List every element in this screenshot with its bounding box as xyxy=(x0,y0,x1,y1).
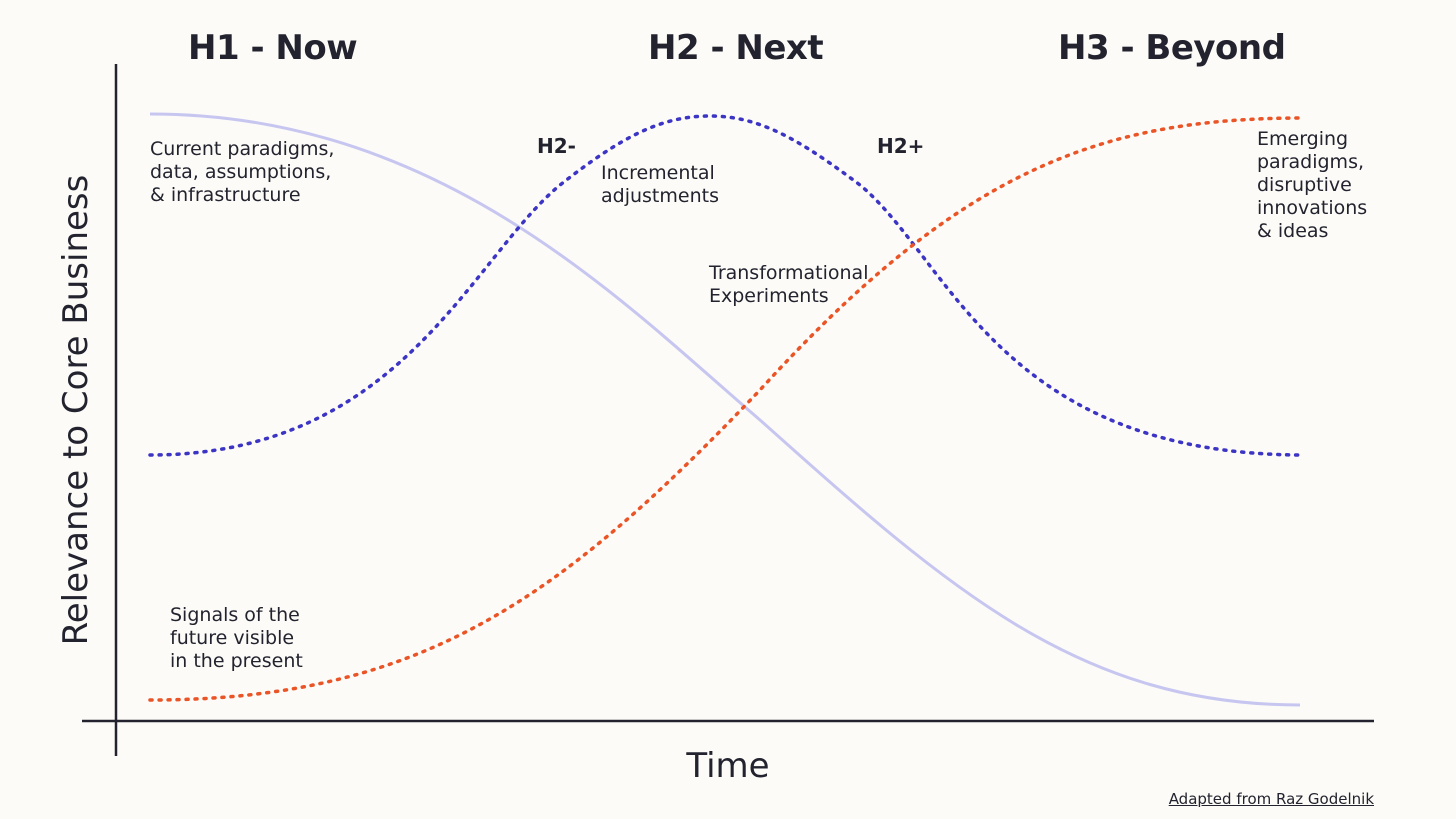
h1-header: H1 - Now xyxy=(188,28,358,68)
h2-header: H2 - Next xyxy=(648,28,824,68)
credit-link[interactable]: Adapted from Raz Godelnik xyxy=(1168,790,1374,808)
h3-emerging-paradigms-label: Emerging paradigms, disruptive innovatio… xyxy=(1257,128,1368,242)
h2-minus-tag: H2- xyxy=(537,134,576,158)
h3-header: H3 - Beyond xyxy=(1058,28,1286,68)
h3-signals-label: Signals of the future visible in the pre… xyxy=(170,604,303,672)
h1-current-paradigms-label: Current paradigms, data, assumptions, & … xyxy=(150,138,335,206)
h2-plus-tag: H2+ xyxy=(877,134,925,158)
h2-incremental-label: Incremental adjustments xyxy=(601,162,719,207)
h2-curve xyxy=(148,114,1306,457)
h2-transformational-label: Transformational Experiments xyxy=(709,262,869,307)
x-axis-label: Time xyxy=(686,746,770,786)
h1-curve xyxy=(149,112,1301,707)
y-axis-label: Relevance to Core Business xyxy=(56,174,96,646)
h3-curve xyxy=(148,116,1306,702)
